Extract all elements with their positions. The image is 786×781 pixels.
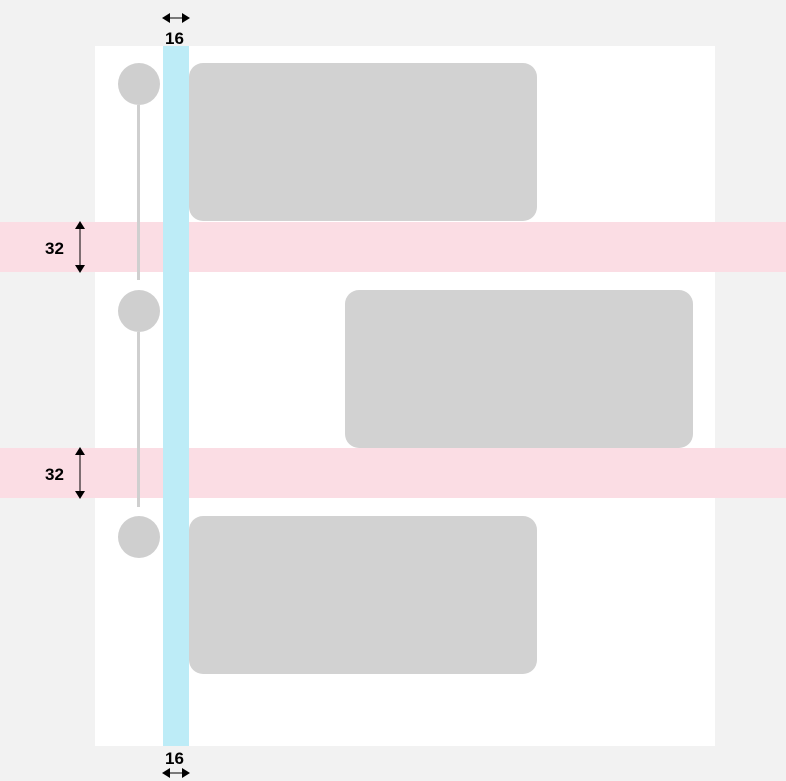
dimension-arrow-icon xyxy=(163,768,189,778)
dimension-value: 32 xyxy=(45,240,64,257)
horizontal-gap-highlight xyxy=(163,46,189,746)
timeline-connector xyxy=(137,105,140,280)
avatar-placeholder xyxy=(118,516,160,558)
dimension-value: 16 xyxy=(165,750,184,767)
spacing-spec-diagram: 16 16 32 32 xyxy=(0,0,786,781)
dimension-value: 16 xyxy=(165,30,184,47)
dimension-arrow-icon xyxy=(163,13,189,23)
message-bubble-left xyxy=(189,516,537,674)
message-bubble-right xyxy=(345,290,693,448)
avatar-placeholder xyxy=(118,290,160,332)
dimension-value: 32 xyxy=(45,466,64,483)
message-bubble-left xyxy=(189,63,537,221)
vertical-gap-highlight-1 xyxy=(0,222,786,272)
dimension-arrow-icon xyxy=(75,448,85,498)
dimension-arrow-icon xyxy=(75,222,85,272)
avatar-placeholder xyxy=(118,63,160,105)
timeline-connector xyxy=(137,332,140,507)
vertical-gap-highlight-2 xyxy=(0,448,786,498)
